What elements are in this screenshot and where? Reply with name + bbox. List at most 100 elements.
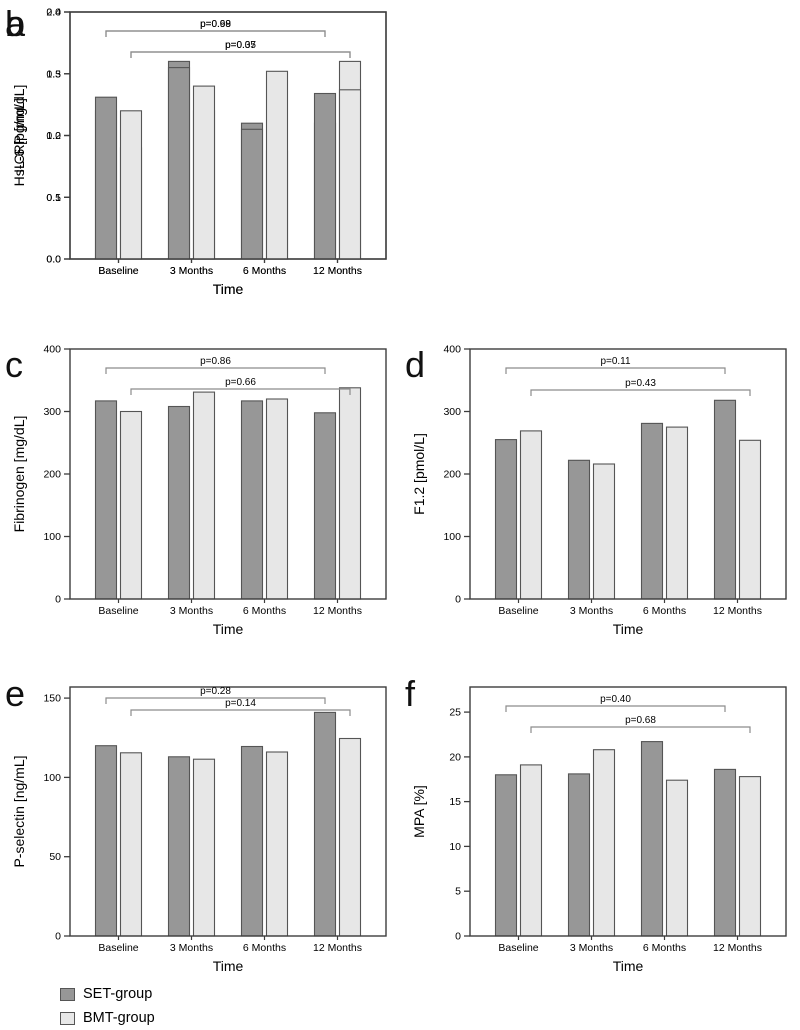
y-tick-label: 0 <box>55 931 61 943</box>
category-label: Baseline <box>98 265 138 277</box>
bar-bmt-baseline <box>519 430 543 600</box>
panel-letter: b <box>5 3 25 44</box>
bar-bmt-6-months <box>665 779 689 937</box>
y-tick-label: 1.5 <box>46 68 61 80</box>
category-label: 6 Months <box>243 265 286 277</box>
panel-letter: e <box>5 673 25 714</box>
bar-bmt-6-months <box>665 426 689 600</box>
legend-item-set-group: SET-group <box>60 982 155 1006</box>
legend-label-bmt-group: BMT-group <box>83 1010 155 1026</box>
y-tick-label: 300 <box>43 406 61 418</box>
legend-item-bmt-group: BMT-group <box>60 1006 155 1030</box>
y-tick-label: 20 <box>449 751 461 763</box>
y-tick-label: 0.0 <box>46 254 61 266</box>
legend-swatch-bmt-group <box>60 1011 75 1025</box>
x-axis-title: Time <box>613 621 644 637</box>
y-tick-label: 0 <box>455 594 461 606</box>
y-tick-label: 10 <box>449 841 461 853</box>
axis-frame <box>469 686 787 937</box>
p-bracket-label: p=0.66 <box>225 377 256 388</box>
chart-d: 0 100 200 300 400 Baseline 3 Months 6 Months 12 … <box>405 344 787 637</box>
axis-frame <box>69 686 387 937</box>
y-tick-label: 5 <box>455 886 461 898</box>
category-label: 12 Months <box>313 265 362 277</box>
y-tick-label: 100 <box>43 772 61 784</box>
panel-letter: d <box>405 344 425 385</box>
y-axis-title: Fibrinogen [mg/dL] <box>11 416 27 533</box>
y-tick-label: 0.3 <box>46 68 61 80</box>
y-tick-label: 0.4 <box>46 7 61 19</box>
y-tick-label: 400 <box>443 344 461 356</box>
category-label: 6 Months <box>643 942 686 954</box>
p-bracket-label: p=0.68 <box>625 715 656 726</box>
y-tick-label: 0.5 <box>46 192 61 204</box>
category-label: 3 Months <box>170 265 213 277</box>
y-axis-title: F1.2 [pmol/L] <box>411 433 427 515</box>
y-axis-title: Hs-CRP [mg/dL] <box>11 85 27 187</box>
x-axis-title: Time <box>213 621 244 637</box>
p-bracket <box>105 367 326 374</box>
bar-bmt-3-months <box>192 758 216 937</box>
bar-set-12-months <box>313 92 337 260</box>
p-bracket-label: p=0.68 <box>200 19 231 30</box>
category-label: 3 Months <box>570 605 613 617</box>
panel-c-fibrinogen: 0 100 200 300 400 Baseline 3 Months 6 Months 12 … <box>0 335 400 670</box>
bar-set-3-months <box>567 773 591 937</box>
chart-c: 0 100 200 300 400 Baseline 3 Months 6 Months 12 … <box>5 344 387 637</box>
panel-e-p-selectin: 0 50 100 150 Baseline 3 Months 6 Months 12 Mont… <box>0 670 400 982</box>
panel-d-f12: 0 100 200 300 400 Baseline 3 Months 6 Months 12 … <box>400 335 800 670</box>
bar-bmt-baseline <box>119 410 143 600</box>
category-label: 6 Months <box>643 605 686 617</box>
bar-set-3-months <box>167 67 191 260</box>
category-label: 6 Months <box>243 265 286 277</box>
bar-set-6-months <box>240 128 264 260</box>
panel-letter: f <box>405 673 416 714</box>
p-bracket <box>130 709 351 716</box>
bar-set-3-months <box>167 756 191 937</box>
p-bracket <box>105 697 326 704</box>
p-bracket-label: p=0.28 <box>200 686 231 697</box>
bar-bmt-3-months <box>592 749 616 937</box>
category-label: 6 Months <box>243 942 286 954</box>
bar-bmt-3-months <box>192 391 216 600</box>
bar-bmt-12-months <box>338 89 362 260</box>
x-axis-title: Time <box>213 281 244 297</box>
bar-set-6-months <box>240 745 264 937</box>
p-bracket <box>530 726 751 733</box>
p-bracket <box>130 51 351 58</box>
bar-set-3-months <box>567 459 591 600</box>
bar-set-6-months <box>640 741 664 937</box>
category-label: Baseline <box>98 605 138 617</box>
p-bracket-label: p=0.40 <box>600 694 631 705</box>
chart-f: 0 5 10 15 20 25 Baseline 3 Months 6 Months 12 Mon… <box>405 673 787 974</box>
bar-set-12-months <box>713 768 737 937</box>
y-tick-label: 0.1 <box>46 192 61 204</box>
y-tick-label: 100 <box>443 531 461 543</box>
x-axis-title: Time <box>613 958 644 974</box>
bar-bmt-12-months <box>338 737 362 937</box>
p-bracket <box>505 705 726 712</box>
bar-bmt-6-months <box>265 70 289 260</box>
x-axis-title: Time <box>213 958 244 974</box>
p-bracket <box>505 367 726 374</box>
panel-b-il6: 0.0 0.5 1.0 1.5 2.0 Baseline 3 Months 6 Months 1… <box>0 0 400 335</box>
bar-set-baseline <box>494 439 518 600</box>
y-axis-title: IL-6 [pg/mL] <box>11 98 27 173</box>
p-bracket <box>130 388 351 395</box>
y-tick-label: 0.0 <box>46 254 61 266</box>
bar-bmt-12-months <box>738 776 762 937</box>
y-tick-label: 50 <box>49 851 61 863</box>
panel-letter: c <box>5 344 23 385</box>
p-bracket-label: p=0.11 <box>600 356 631 367</box>
legend-swatch-set-group <box>60 987 75 1001</box>
category-label: 3 Months <box>170 605 213 617</box>
chart-e: 0 50 100 150 Baseline 3 Months 6 Months 12 Mont… <box>5 673 387 974</box>
y-tick-label: 25 <box>449 707 461 719</box>
category-label: Baseline <box>498 942 538 954</box>
chart-b: 0.0 0.5 1.0 1.5 2.0 Baseline 3 Months 6 Months 1… <box>5 3 387 297</box>
category-label: 12 Months <box>713 605 762 617</box>
bar-bmt-3-months <box>592 463 616 600</box>
category-label: 3 Months <box>170 265 213 277</box>
x-axis-title: Time <box>213 281 244 297</box>
